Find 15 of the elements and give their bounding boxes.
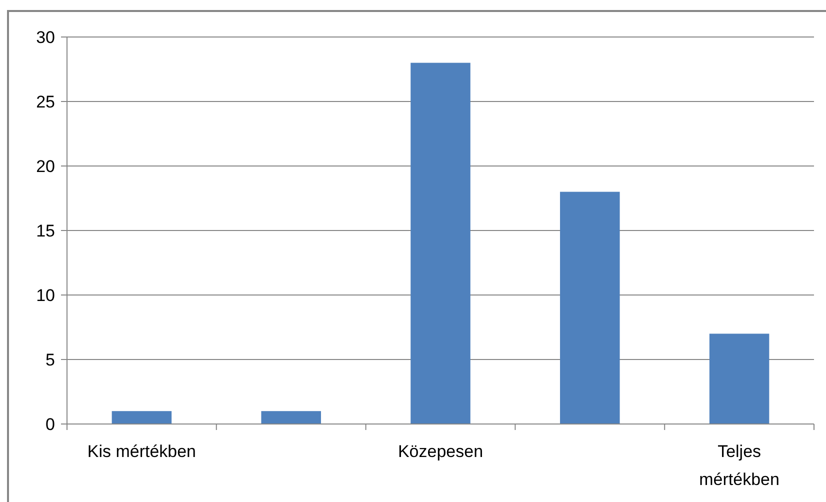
y-tick-label: 0	[46, 414, 55, 434]
y-tick-label: 25	[36, 92, 55, 112]
bar	[560, 192, 620, 424]
bar	[410, 62, 470, 424]
bar	[709, 334, 770, 424]
y-tick-label: 5	[46, 350, 55, 370]
x-tick-label: Kis mértékben	[87, 442, 196, 461]
bar	[261, 411, 321, 424]
x-tick-label: Teljes mértékben	[699, 442, 780, 489]
y-tick-label: 15	[36, 221, 55, 240]
y-tick-label: 10	[36, 286, 55, 305]
bar	[112, 411, 172, 424]
x-tick-label: Közepesen	[398, 442, 484, 461]
y-tick-label: 30	[36, 28, 55, 47]
y-tick-label: 20	[36, 156, 55, 176]
